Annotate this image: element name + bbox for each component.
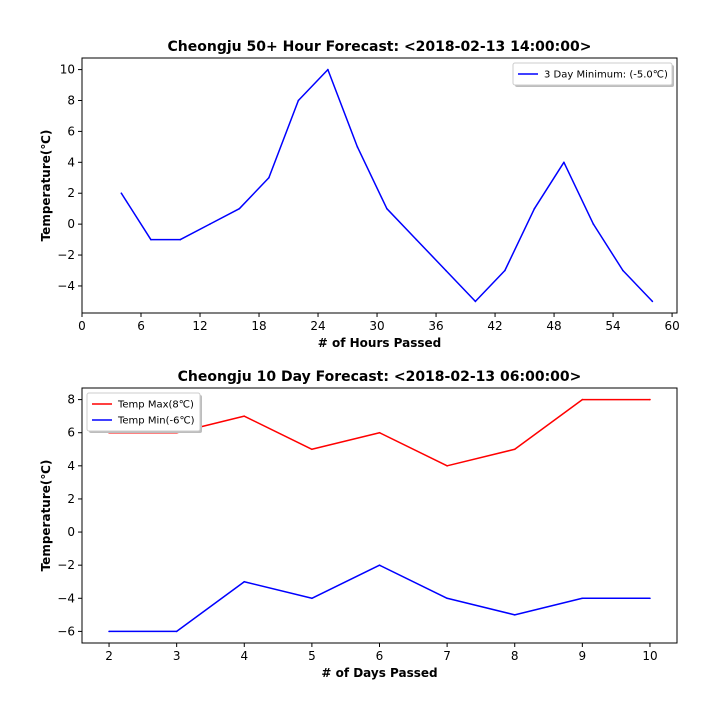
- x-tick-label: 2: [105, 649, 113, 663]
- y-tick-label: −6: [57, 624, 75, 638]
- y-tick-label: 2: [67, 492, 75, 506]
- x-tick-label: 10: [642, 649, 657, 663]
- y-tick-label: 2: [67, 186, 75, 200]
- data-point: [513, 448, 516, 451]
- data-point: [446, 597, 448, 600]
- legend: Temp Max(8℃) Temp Min(-6℃): [86, 392, 202, 433]
- y-tick-label: −4: [57, 279, 75, 293]
- chart-title: Cheongju 50+ Hour Forecast: <2018-02-13 …: [168, 39, 592, 55]
- data-point: [504, 269, 506, 272]
- y-axis-label: Temperature(℃): [39, 460, 53, 572]
- data-point: [533, 207, 536, 210]
- data-point: [356, 146, 359, 148]
- y-axis-label: Temperature(℃): [39, 130, 53, 242]
- data-point: [120, 192, 123, 195]
- y-tick-label: 8: [67, 393, 75, 407]
- data-point: [651, 300, 654, 303]
- x-tick-label: 6: [137, 319, 145, 333]
- y-tick-label: 4: [67, 459, 75, 473]
- data-point: [445, 269, 447, 272]
- legend-label: Temp Min(-6℃): [117, 416, 195, 427]
- x-tick-label: 60: [664, 319, 679, 333]
- data-point: [268, 176, 270, 179]
- data-point: [243, 580, 246, 583]
- data-point: [150, 238, 152, 241]
- data-point: [108, 630, 110, 633]
- y-tick-label: 6: [67, 426, 75, 440]
- data-point: [622, 269, 624, 272]
- x-tick-label: 3: [173, 649, 181, 663]
- data-point: [513, 614, 516, 616]
- data-point: [327, 68, 329, 71]
- data-point: [446, 465, 448, 467]
- data-point: [378, 431, 381, 434]
- data-point: [311, 448, 313, 451]
- x-tick-label: 48: [546, 319, 561, 333]
- y-tick-label: 6: [67, 124, 75, 138]
- chart-1: Cheongju 50+ Hour Forecast: <2018-02-13 …: [39, 39, 680, 350]
- x-tick-label: 30: [369, 319, 384, 333]
- x-tick-label: 6: [376, 649, 384, 663]
- data-point: [592, 223, 595, 225]
- legend-box: [86, 392, 201, 432]
- data-point: [474, 300, 477, 303]
- series-line: [120, 68, 653, 303]
- series-line: [109, 564, 650, 633]
- x-tick-label: 18: [251, 319, 266, 333]
- x-axis-label: # of Days Passed: [321, 666, 437, 680]
- data-point: [311, 597, 313, 600]
- data-point: [297, 99, 300, 102]
- x-tick-label: 4: [240, 649, 248, 663]
- x-tick-label: 9: [579, 649, 587, 663]
- y-tick-label: 0: [67, 525, 75, 539]
- x-tick-label: 36: [428, 319, 443, 333]
- data-point: [238, 207, 241, 210]
- y-tick-label: −4: [57, 591, 75, 605]
- x-tick-label: 7: [443, 649, 451, 663]
- x-tick-label: 54: [605, 319, 620, 333]
- x-tick-label: 24: [310, 319, 325, 333]
- x-tick-label: 0: [78, 319, 86, 333]
- chart-2: Cheongju 10 Day Forecast: <2018-02-13 06…: [39, 369, 678, 680]
- x-axis-label: # of Hours Passed: [318, 336, 442, 350]
- y-tick-label: 8: [67, 94, 75, 108]
- data-point: [563, 161, 565, 164]
- data-point: [243, 415, 246, 417]
- y-tick-label: −2: [57, 248, 75, 262]
- x-tick-label: 12: [192, 319, 207, 333]
- chart-title: Cheongju 10 Day Forecast: <2018-02-13 06…: [178, 369, 582, 385]
- legend: 3 Day Minimum: (-5.0℃): [512, 62, 674, 87]
- legend-label: 3 Day Minimum: (-5.0℃): [544, 70, 668, 81]
- legend-label: Temp Max(8℃): [117, 400, 194, 411]
- data-point: [581, 398, 584, 401]
- y-tick-label: 4: [67, 155, 75, 169]
- data-point: [378, 564, 381, 566]
- x-tick-label: 5: [308, 649, 316, 663]
- data-point: [179, 238, 182, 241]
- data-point: [386, 207, 388, 210]
- x-tick-label: 8: [511, 649, 519, 663]
- plot-frame: [81, 57, 678, 314]
- data-point: [175, 630, 178, 633]
- legend-box: [512, 62, 673, 86]
- x-tick-label: 42: [487, 319, 502, 333]
- data-point: [209, 223, 211, 225]
- y-tick-label: 10: [60, 63, 75, 77]
- y-tick-label: 0: [67, 217, 75, 231]
- data-point: [581, 597, 584, 600]
- data-point: [415, 238, 418, 241]
- y-tick-label: −2: [57, 558, 75, 572]
- data-point: [649, 597, 651, 600]
- data-point: [649, 398, 651, 401]
